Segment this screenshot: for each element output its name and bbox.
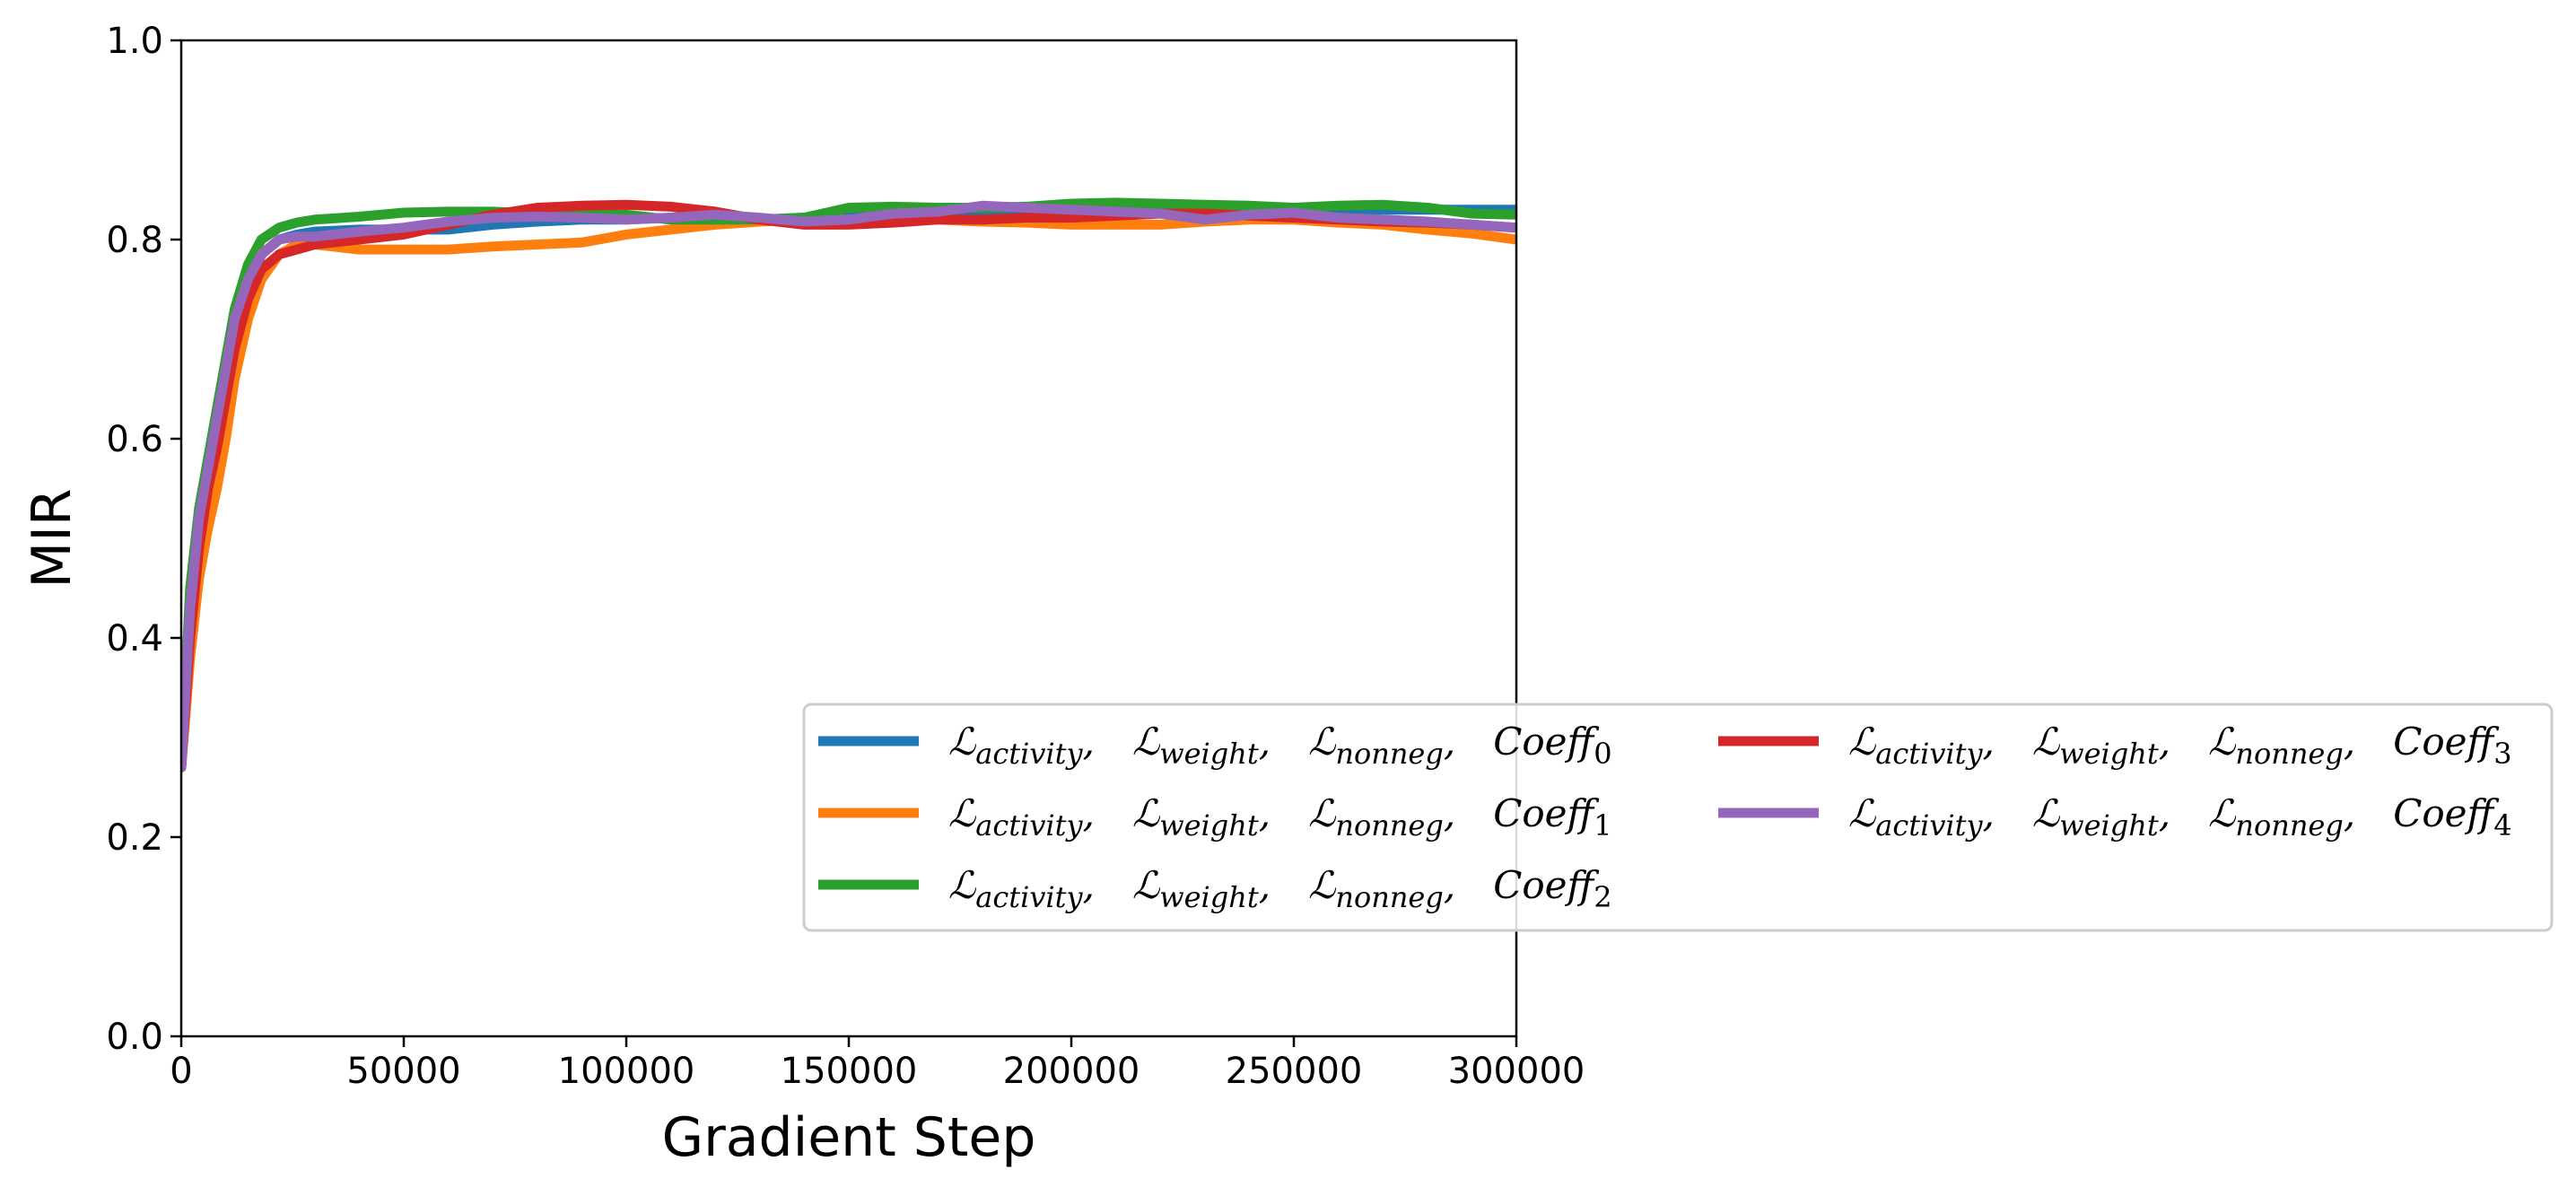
series-line-1 bbox=[181, 214, 1516, 773]
y-tick-label: 0.2 bbox=[106, 817, 163, 859]
legend: ℒactivity, ℒweight, ℒnonneg, Coeff0 ℒacti… bbox=[802, 703, 2554, 932]
series-line-3 bbox=[181, 199, 1516, 773]
x-tick-label: 0 bbox=[170, 1051, 192, 1092]
x-tick-label: 200000 bbox=[1003, 1051, 1140, 1092]
x-tick-label: 50000 bbox=[346, 1051, 460, 1092]
y-tick-label: 0.0 bbox=[106, 1017, 163, 1058]
series-line-0 bbox=[181, 205, 1516, 773]
x-tick-label: 100000 bbox=[558, 1051, 695, 1092]
y-tick-label: 0.4 bbox=[106, 618, 163, 659]
y-axis-ticks: 0.0 0.2 0.4 0.6 0.8 1.0 bbox=[106, 21, 181, 1058]
x-tick-label: 300000 bbox=[1448, 1051, 1585, 1092]
series-line-4 bbox=[181, 200, 1516, 773]
x-tick-label: 150000 bbox=[781, 1051, 918, 1092]
legend-label-1: ℒactivity, ℒweight, ℒnonneg, Coeff1 bbox=[948, 791, 1612, 842]
legend-label-4: ℒactivity, ℒweight, ℒnonneg, Coeff4 bbox=[1848, 791, 2512, 842]
x-tick-label: 250000 bbox=[1226, 1051, 1363, 1092]
x-axis-ticks: 0 50000 100000 150000 200000 250000 300000 bbox=[170, 1036, 1585, 1092]
series-line-2 bbox=[181, 197, 1516, 773]
legend-label-0: ℒactivity, ℒweight, ℒnonneg, Coeff0 bbox=[948, 720, 1612, 771]
x-axis-label: Gradient Step bbox=[662, 1106, 1036, 1169]
series-lines bbox=[181, 197, 1516, 773]
y-axis-label: MIR bbox=[21, 488, 83, 588]
y-tick-label: 0.6 bbox=[106, 419, 163, 460]
legend-label-2: ℒactivity, ℒweight, ℒnonneg, Coeff2 bbox=[948, 863, 1612, 914]
y-tick-label: 1.0 bbox=[106, 21, 163, 62]
legend-label-3: ℒactivity, ℒweight, ℒnonneg, Coeff3 bbox=[1848, 720, 2512, 771]
legend-box bbox=[802, 703, 2554, 932]
y-tick-label: 0.8 bbox=[106, 220, 163, 261]
